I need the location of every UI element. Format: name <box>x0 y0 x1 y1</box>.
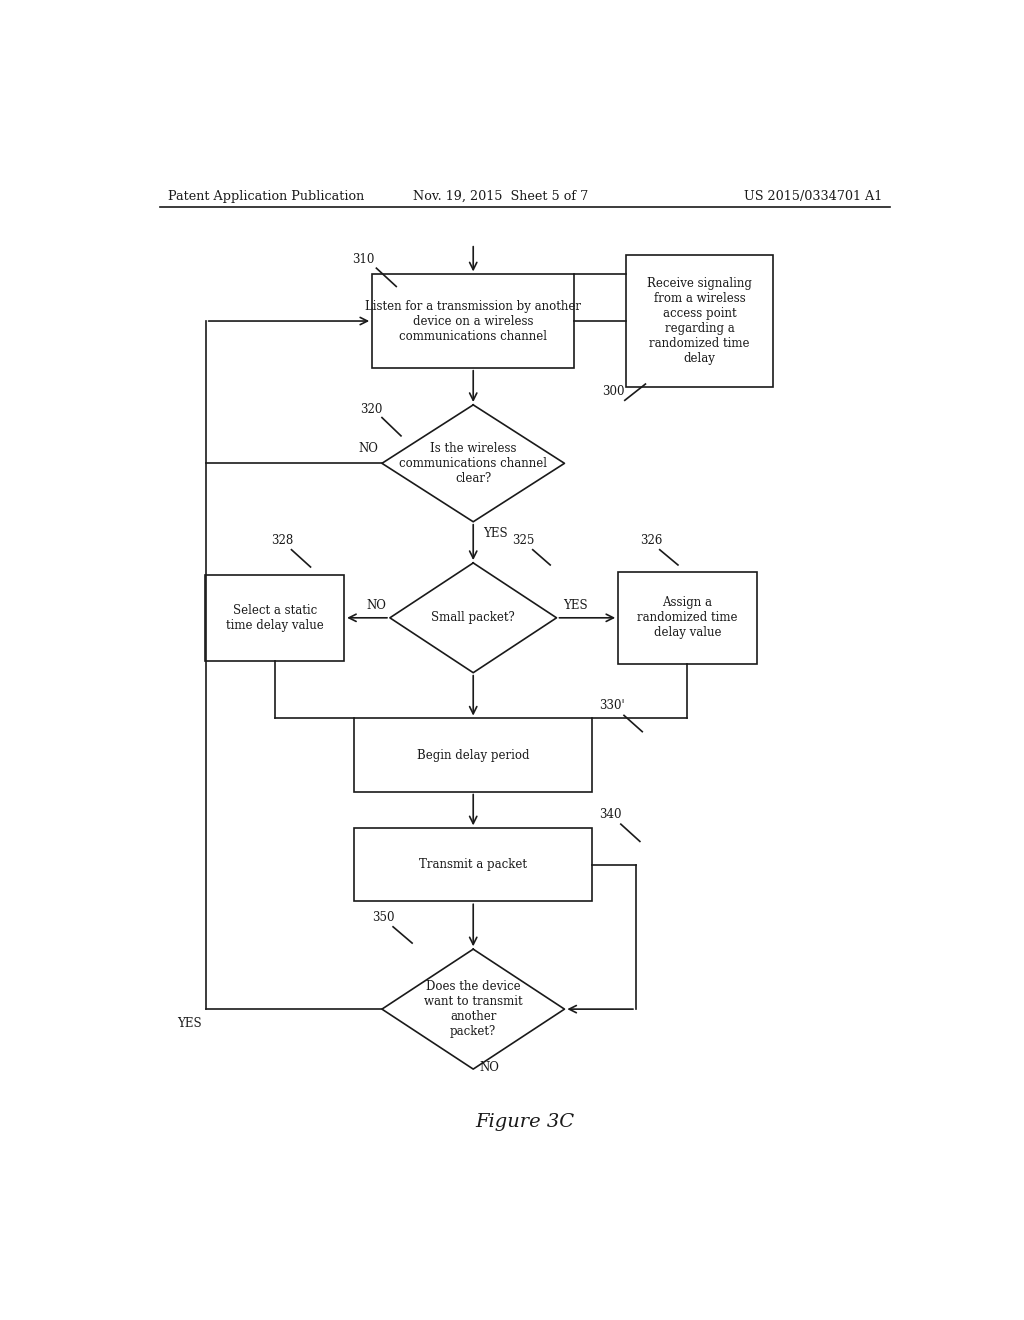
Text: Nov. 19, 2015  Sheet 5 of 7: Nov. 19, 2015 Sheet 5 of 7 <box>414 190 589 202</box>
FancyBboxPatch shape <box>372 275 574 368</box>
Polygon shape <box>390 562 557 673</box>
Text: 326: 326 <box>640 533 663 546</box>
Text: 325: 325 <box>512 533 535 546</box>
FancyBboxPatch shape <box>206 574 344 661</box>
Text: Does the device
want to transmit
another
packet?: Does the device want to transmit another… <box>424 981 522 1038</box>
FancyBboxPatch shape <box>354 718 592 792</box>
Text: NO: NO <box>358 442 378 455</box>
Text: Figure 3C: Figure 3C <box>475 1113 574 1131</box>
Text: YES: YES <box>563 599 588 612</box>
Text: Receive signaling
from a wireless
access point
regarding a
randomized time
delay: Receive signaling from a wireless access… <box>647 277 752 366</box>
Text: 320: 320 <box>359 403 382 416</box>
Text: Assign a
randomized time
delay value: Assign a randomized time delay value <box>637 597 737 639</box>
Text: 328: 328 <box>270 533 293 546</box>
Polygon shape <box>382 949 564 1069</box>
Text: YES: YES <box>483 527 508 540</box>
FancyBboxPatch shape <box>618 572 757 664</box>
Text: 300: 300 <box>602 385 625 399</box>
Text: Transmit a packet: Transmit a packet <box>419 858 527 871</box>
Text: 350: 350 <box>373 911 395 924</box>
Text: Patent Application Publication: Patent Application Publication <box>168 190 364 202</box>
Text: NO: NO <box>479 1061 500 1074</box>
Text: US 2015/0334701 A1: US 2015/0334701 A1 <box>743 190 882 202</box>
Polygon shape <box>382 405 564 521</box>
FancyBboxPatch shape <box>626 255 773 387</box>
Text: 330': 330' <box>599 700 625 713</box>
FancyBboxPatch shape <box>354 828 592 902</box>
Text: 310: 310 <box>352 253 374 267</box>
Text: 340: 340 <box>599 808 622 821</box>
Text: Listen for a transmission by another
device on a wireless
communications channel: Listen for a transmission by another dev… <box>366 300 582 342</box>
Text: Small packet?: Small packet? <box>431 611 515 624</box>
Text: NO: NO <box>366 599 386 612</box>
Text: Begin delay period: Begin delay period <box>417 748 529 762</box>
Text: Is the wireless
communications channel
clear?: Is the wireless communications channel c… <box>399 442 547 484</box>
Text: Select a static
time delay value: Select a static time delay value <box>226 603 324 632</box>
Text: YES: YES <box>177 1018 202 1030</box>
